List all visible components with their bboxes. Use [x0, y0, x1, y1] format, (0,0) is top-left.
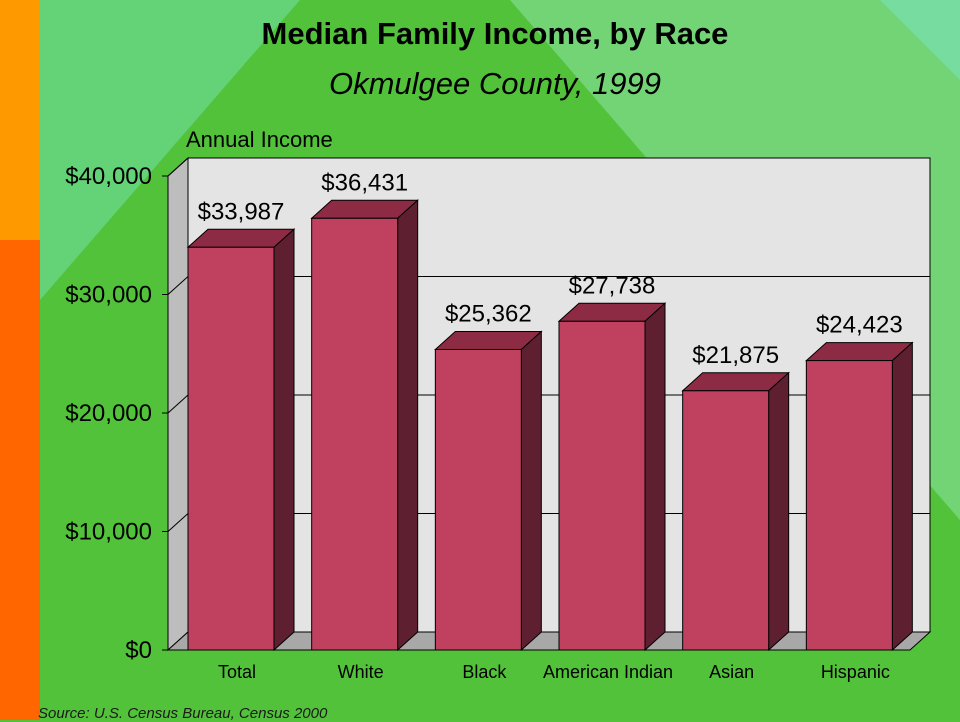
- y-tick-label: $30,000: [65, 282, 152, 309]
- bar-side: [644, 302, 666, 652]
- bar-side: [520, 330, 542, 652]
- y-tick-label: $10,000: [65, 519, 152, 546]
- bar-side: [768, 371, 790, 652]
- bar: [311, 217, 399, 651]
- bar-side: [397, 199, 419, 652]
- x-tick-label: White: [338, 662, 384, 682]
- y-tick-label: $40,000: [65, 163, 152, 190]
- bar: [558, 320, 646, 651]
- data-label: $21,875: [692, 342, 779, 369]
- bar-side: [891, 341, 913, 652]
- background-corner-triangle: [880, 0, 960, 80]
- y-tick-label: $0: [125, 637, 152, 664]
- bar-side: [273, 228, 295, 652]
- background-light-triangle: [40, 0, 960, 520]
- bar: [682, 390, 770, 651]
- bar: [187, 246, 275, 651]
- background-left-triangle: [40, 0, 300, 300]
- stripe-bottom: [0, 240, 40, 720]
- stripe-top: [0, 0, 40, 240]
- x-tick-label: Black: [462, 662, 507, 682]
- x-tick-label: Hispanic: [821, 662, 890, 682]
- data-label: $36,431: [321, 169, 408, 196]
- data-label: $27,738: [569, 272, 656, 299]
- bar-chart: $0 $10,000 $20,000 $30,000 $40,000 Annual Inc…: [65, 127, 932, 682]
- x-tick-label: Total: [218, 662, 256, 682]
- source-note: Source: U.S. Census Bureau, Census 2000: [38, 705, 328, 722]
- x-tick-label: American Indian: [543, 662, 673, 682]
- chart-title: Median Family Income, by Race: [261, 16, 729, 51]
- data-label: $24,423: [816, 312, 903, 339]
- chart-subtitle: Okmulgee County, 1999: [328, 66, 661, 101]
- x-tick-label: Asian: [709, 662, 754, 682]
- y-axis-label: Annual Income: [186, 127, 333, 152]
- data-label: $25,362: [445, 300, 532, 327]
- bar: [434, 348, 522, 651]
- bar: [805, 360, 893, 651]
- gridline: [167, 157, 930, 177]
- data-label: $33,987: [198, 198, 285, 225]
- y-tick-label: $20,000: [65, 400, 152, 427]
